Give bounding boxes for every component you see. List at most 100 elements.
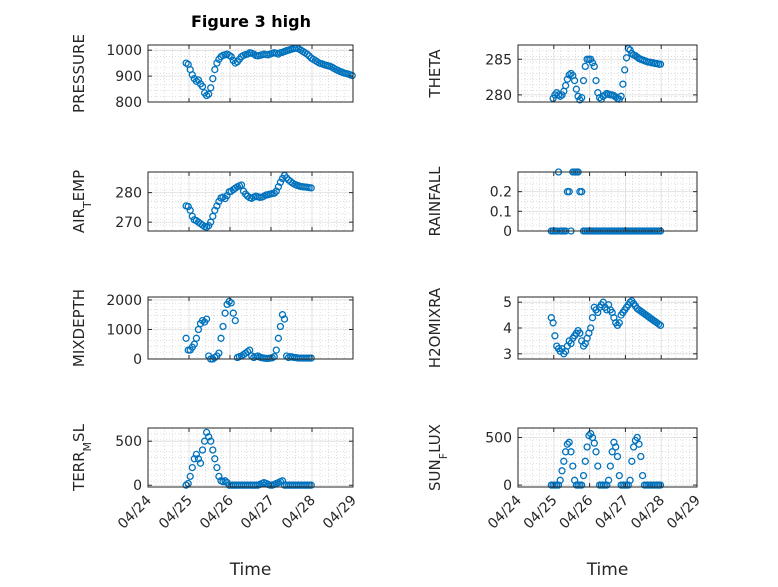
y-axis-label: TERRMSL	[70, 423, 94, 492]
data-point	[227, 53, 235, 61]
y-tick-label: 0.1	[490, 204, 512, 220]
data-point	[211, 455, 219, 463]
y-tick-label: 5	[503, 295, 512, 311]
data-point	[192, 450, 201, 459]
data-point	[574, 92, 582, 100]
data-point	[588, 314, 597, 322]
x-tick-label: 04/27	[592, 493, 632, 533]
y-tick-label: 1000	[106, 43, 142, 59]
figure-title: Figure 3 high	[191, 12, 311, 31]
data-point	[276, 178, 285, 186]
data-point	[556, 476, 564, 484]
data-point	[184, 202, 192, 211]
data-point	[213, 202, 221, 210]
y-axis-label: RAINFALL	[426, 166, 444, 237]
x-tick-label: 04/26	[557, 492, 597, 532]
y-tick-label: 800	[115, 95, 142, 111]
data-point	[227, 299, 235, 307]
subplot-7: 0 500 04/24 04/25 04/26 04/27 04/28 04/29 Time TE…	[70, 423, 360, 580]
data-point	[563, 75, 572, 83]
data-point	[219, 322, 227, 331]
data-point	[579, 76, 588, 85]
data-point	[617, 92, 625, 100]
y-tick-label: 500	[485, 431, 512, 447]
x-tick-label: 04/28	[279, 493, 319, 533]
data-point	[626, 476, 634, 484]
y-tick-label: 280	[115, 186, 142, 202]
data-point	[615, 319, 623, 327]
data-point	[626, 298, 634, 306]
data-point	[615, 471, 623, 480]
axes-background	[518, 172, 697, 231]
data-point	[656, 321, 665, 330]
data-point	[565, 188, 573, 196]
data-point	[628, 49, 636, 58]
y-tick-label: 0	[133, 478, 142, 494]
data-point	[215, 349, 223, 357]
data-point	[205, 90, 213, 98]
data-point	[606, 462, 615, 470]
data-point	[587, 55, 595, 63]
y-axis-label: THETA	[426, 49, 444, 99]
data-point	[278, 311, 287, 319]
data-point	[188, 71, 196, 79]
data-point	[223, 191, 231, 200]
y-tick-label: 285	[485, 52, 512, 68]
y-tick-label: 900	[115, 69, 142, 85]
subplot-4: 0 0.1 0.2 RAINFALL	[426, 166, 698, 240]
data-point	[563, 440, 572, 448]
y-tick-label: 0	[503, 478, 512, 494]
data-point	[569, 462, 577, 470]
data-point	[583, 443, 591, 451]
data-point	[572, 85, 581, 93]
data-point	[579, 471, 588, 480]
subplot-1: 800 900 1000 PRESSURE	[70, 34, 356, 113]
y-axis-label: MIXDEPTH	[70, 289, 88, 367]
data-point	[612, 443, 620, 451]
data-point	[207, 437, 215, 445]
axes-box	[147, 296, 354, 360]
data-point	[570, 76, 579, 85]
y-axis-label: H2OMIXRA	[426, 287, 444, 368]
data-series	[182, 171, 315, 231]
data-point	[192, 334, 201, 342]
x-tick-label: 04/25	[156, 493, 196, 533]
data-point	[276, 322, 285, 331]
data-point	[549, 94, 557, 103]
data-point	[221, 309, 229, 317]
data-point	[565, 71, 573, 79]
axes-box	[517, 44, 698, 103]
data-point	[567, 69, 575, 78]
y-axis-label: PRESSURE	[70, 34, 88, 113]
data-point	[307, 184, 315, 192]
data-point	[558, 467, 566, 475]
data-point	[655, 320, 663, 328]
data-point	[217, 334, 225, 342]
data-point	[610, 438, 618, 446]
data-point	[594, 462, 602, 470]
x-tick-label: 04/29	[320, 493, 360, 533]
data-point	[656, 481, 665, 489]
x-tick-label: 04/24	[485, 492, 525, 532]
data-point	[608, 448, 616, 456]
data-point	[549, 319, 557, 327]
data-point	[211, 65, 219, 74]
data-point	[188, 463, 196, 472]
data-point	[578, 188, 586, 196]
x-tick-label: 04/24	[115, 492, 155, 532]
y-tick-label: 0	[133, 352, 142, 368]
data-point	[198, 446, 207, 454]
data-point	[590, 439, 598, 447]
data-point	[585, 431, 593, 440]
data-point	[213, 59, 221, 67]
data-point	[622, 54, 631, 62]
y-tick-label: 500	[115, 434, 142, 450]
x-tick-label: 04/26	[197, 492, 237, 532]
data-point	[307, 481, 315, 489]
data-point	[551, 332, 559, 340]
data-point	[633, 53, 641, 61]
data-point	[196, 459, 205, 467]
y-tick-label: 1000	[106, 322, 142, 338]
data-point	[588, 59, 597, 67]
